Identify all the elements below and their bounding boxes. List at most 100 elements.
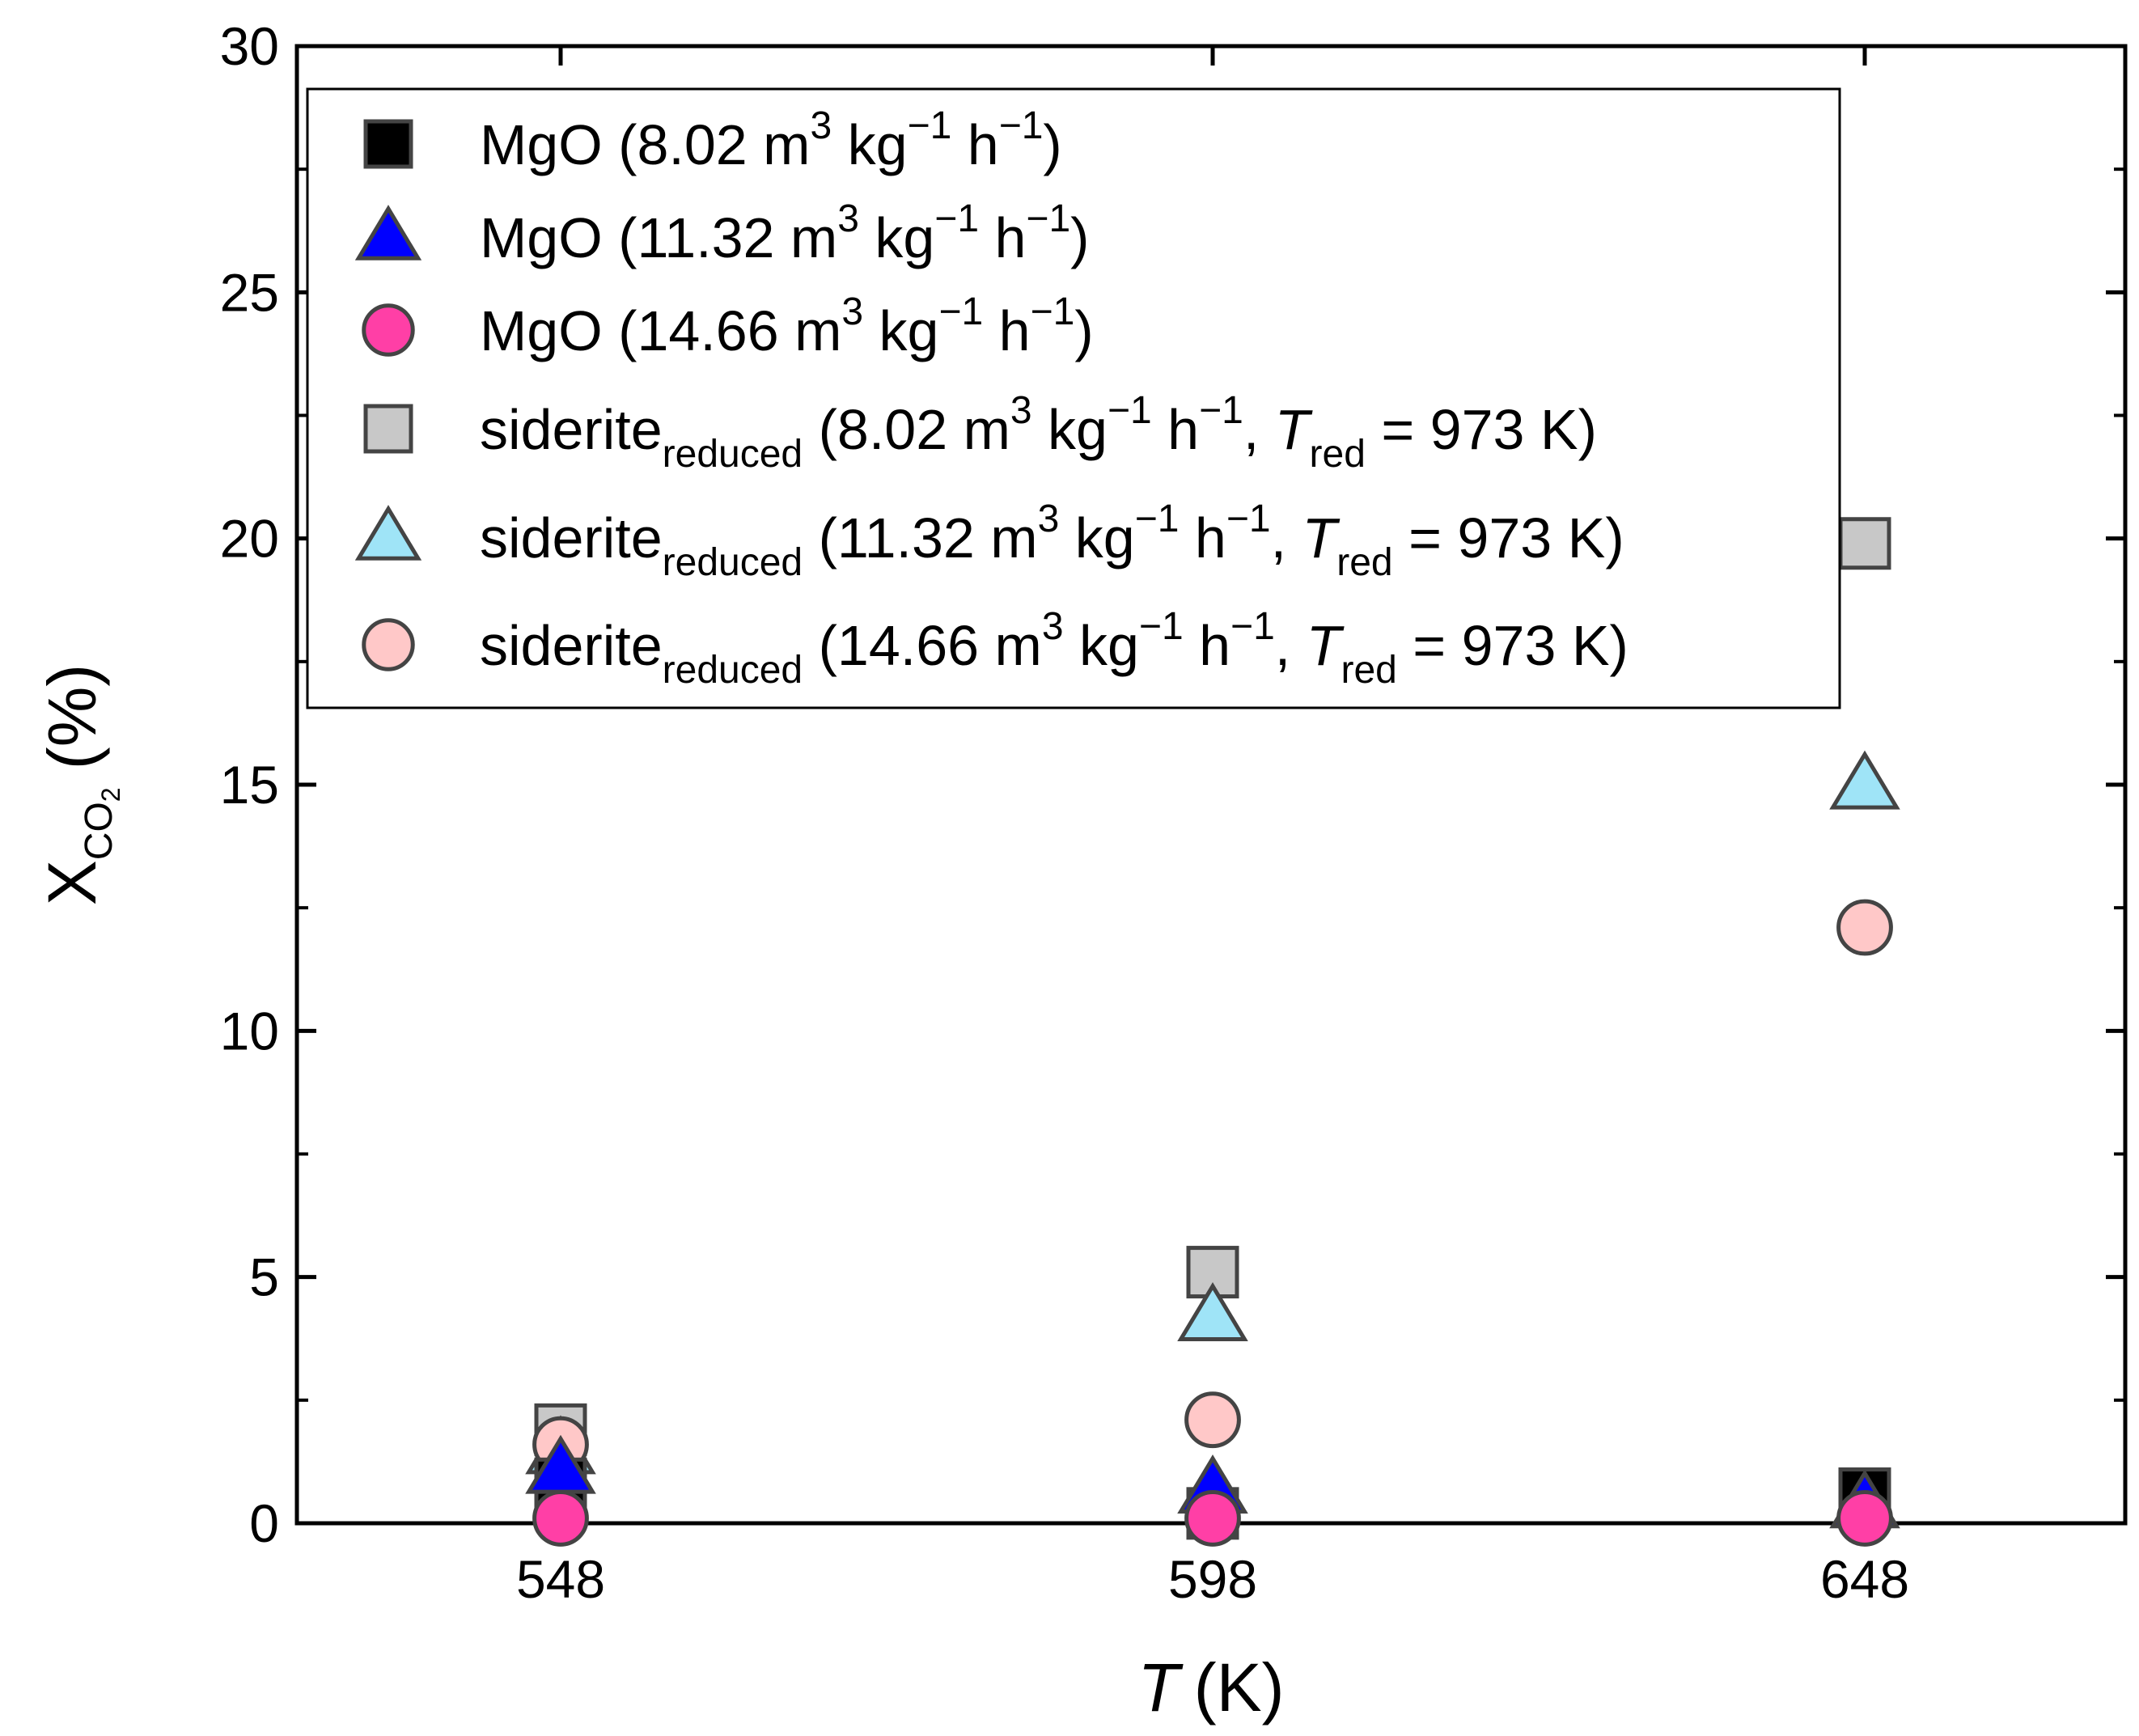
y-tick-label: 10 xyxy=(220,1001,279,1061)
x-tick-label: 548 xyxy=(516,1549,605,1609)
legend-label-kg: kg xyxy=(1032,398,1108,461)
x-axis-unit: (K) xyxy=(1194,1649,1285,1725)
legend-label-space-velocity: (14.66 m xyxy=(603,299,842,362)
legend-label-superscript: 3 xyxy=(1010,389,1032,432)
legend-label-subscript: reduced xyxy=(663,541,803,584)
data-point xyxy=(1829,750,1900,810)
legend-label-main: siderite xyxy=(480,506,663,569)
legend-label-main: MgO xyxy=(480,113,603,176)
legend-label-close: ) xyxy=(1578,398,1597,461)
legend-label-space-velocity: (11.32 m xyxy=(603,206,838,269)
legend-label-main: siderite xyxy=(480,614,663,677)
legend-label-comma: , xyxy=(1271,506,1302,569)
legend-label-superscript: −1 xyxy=(939,290,984,333)
data-point xyxy=(1177,1282,1248,1341)
x-tick-label: 648 xyxy=(1820,1549,1909,1609)
legend-label: sideritereduced (8.02 m3 kg−1 h−1, Tred … xyxy=(480,389,1597,476)
legend-label-t-symbol: T xyxy=(1275,398,1313,461)
legend-label-subscript: red xyxy=(1310,433,1366,476)
legend-label-h: h xyxy=(1152,398,1199,461)
legend-label: sideritereduced (11.32 m3 kg−1 h−1, Tred… xyxy=(480,498,1624,584)
legend-label-superscript: 3 xyxy=(810,104,832,147)
y-axis-subscript: CO xyxy=(78,802,121,860)
legend-label-kg: kg xyxy=(863,299,938,362)
y-tick-label: 15 xyxy=(220,755,279,815)
data-point xyxy=(1184,1391,1241,1449)
legend-label-superscript: 3 xyxy=(1042,605,1064,648)
legend-marker xyxy=(363,119,413,169)
legend-label-comma: , xyxy=(1275,614,1307,677)
legend-label-superscript: −1 xyxy=(1031,290,1075,333)
legend-label-subscript: reduced xyxy=(663,433,803,476)
y-axis-subsubscript: 2 xyxy=(96,787,125,802)
legend-label-main: MgO xyxy=(480,206,603,269)
data-point xyxy=(1838,517,1891,570)
legend-label-superscript: −1 xyxy=(999,104,1044,147)
legend-label-close: ) xyxy=(1610,614,1629,677)
legend-label-kg: kg xyxy=(832,113,907,176)
legend: MgO (8.02 m3 kg−1 h−1)MgO (11.32 m3 kg−1… xyxy=(306,87,1841,709)
legend-marker xyxy=(354,205,422,260)
legend-marker xyxy=(354,505,422,561)
y-tick-label: 0 xyxy=(249,1493,279,1553)
legend-label-subscript: red xyxy=(1341,649,1396,692)
y-tick-label: 20 xyxy=(220,509,279,569)
legend-label-space-velocity: (8.02 m xyxy=(603,113,811,176)
legend-label-kg: kg xyxy=(1064,614,1139,677)
legend-box xyxy=(306,87,1841,709)
legend-label: sideritereduced (14.66 m3 kg−1 h−1, Tred… xyxy=(480,605,1629,692)
legend-marker xyxy=(362,303,415,357)
legend-label: MgO (8.02 m3 kg−1 h−1) xyxy=(480,104,1062,176)
y-axis-symbol: X xyxy=(34,860,110,905)
legend-label-superscript: −1 xyxy=(1230,605,1275,648)
y-axis-ticks: 0 5 10 15 20 25 30 xyxy=(220,16,2125,1553)
y-tick-label: 25 xyxy=(220,262,279,322)
legend-label-tred-value: = 973 K xyxy=(1393,506,1606,569)
legend-label-superscript: −1 xyxy=(1139,605,1184,648)
legend-label-t-symbol: T xyxy=(1302,506,1340,569)
data-point xyxy=(1184,1490,1241,1547)
x-axis-ticks: 548 598 648 xyxy=(516,46,1909,1609)
legend-label-superscript: −1 xyxy=(1199,389,1243,432)
legend-label-h: h xyxy=(979,206,1026,269)
legend-marker xyxy=(362,618,415,671)
y-axis-unit: (%) xyxy=(34,664,110,770)
data-point xyxy=(1836,899,1893,956)
legend-label-h: h xyxy=(951,113,998,176)
legend-label-space-velocity: (14.66 m xyxy=(803,614,1042,677)
legend-label-superscript: −1 xyxy=(1135,498,1180,540)
legend-label-superscript: −1 xyxy=(1026,197,1070,240)
legend-label-close: ) xyxy=(1605,506,1624,569)
data-markers xyxy=(525,517,1900,1547)
legend-label-close: ) xyxy=(1074,299,1093,362)
legend-label-comma: , xyxy=(1243,398,1275,461)
legend-label-main: MgO xyxy=(480,299,603,362)
legend-label-h: h xyxy=(983,299,1030,362)
legend-label-superscript: −1 xyxy=(934,197,979,240)
legend-label-superscript: 3 xyxy=(837,197,859,240)
legend-label-superscript: −1 xyxy=(1108,389,1152,432)
x-axis-title: T (K) xyxy=(1137,1649,1284,1725)
legend-label-tred-value: = 973 K xyxy=(1366,398,1578,461)
legend-label-close: ) xyxy=(1070,206,1089,269)
legend-label-kg: kg xyxy=(1059,506,1134,569)
legend-label-main: siderite xyxy=(480,398,663,461)
legend-marker xyxy=(363,404,413,454)
legend-label: MgO (14.66 m3 kg−1 h−1) xyxy=(480,290,1094,362)
legend-label-subscript: reduced xyxy=(663,649,803,692)
data-point xyxy=(1836,1490,1893,1547)
y-tick-label: 5 xyxy=(249,1247,279,1307)
legend-label-space-velocity: (8.02 m xyxy=(803,398,1010,461)
y-tick-label: 30 xyxy=(220,16,279,76)
legend-label-h: h xyxy=(1184,614,1230,677)
legend-label-superscript: 3 xyxy=(1038,498,1060,540)
legend-label-close: ) xyxy=(1043,113,1061,176)
legend-label-superscript: 3 xyxy=(841,290,863,333)
legend-label-subscript: red xyxy=(1336,541,1392,584)
legend-label-t-symbol: T xyxy=(1307,614,1345,677)
legend-label-h: h xyxy=(1179,506,1226,569)
legend-label-kg: kg xyxy=(859,206,934,269)
x-tick-label: 598 xyxy=(1168,1549,1257,1609)
legend-label-superscript: −1 xyxy=(1226,498,1271,540)
